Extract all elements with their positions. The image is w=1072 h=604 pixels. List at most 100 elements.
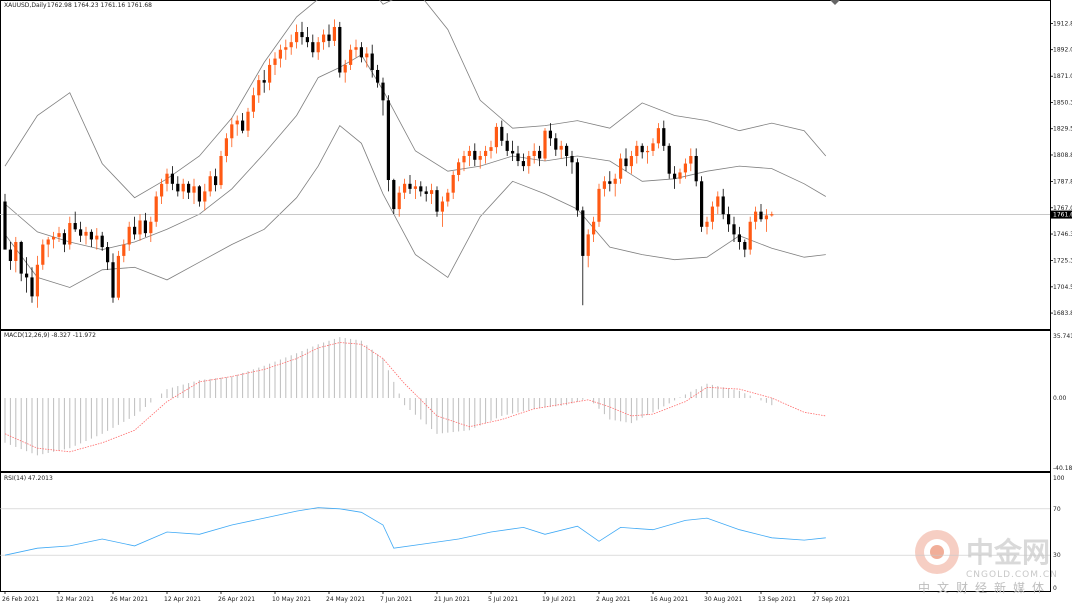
- candle-bull: [138, 220, 142, 235]
- candle-bull: [224, 138, 228, 156]
- candle-bear: [111, 262, 115, 298]
- candle-bear: [694, 155, 698, 182]
- candle-bear: [106, 247, 110, 263]
- candle-bull: [52, 236, 56, 240]
- candle-bear: [732, 224, 736, 235]
- price-tick-label: 1912.80: [1053, 20, 1072, 27]
- candle-bear: [170, 173, 174, 184]
- candle-bull: [203, 191, 207, 202]
- candle-bear: [8, 249, 12, 261]
- candle-bull: [343, 64, 347, 73]
- candle-bear: [143, 220, 147, 234]
- symbol-label: XAUUSD,Daily: [4, 2, 47, 9]
- candle-bull: [181, 183, 185, 192]
- watermark-logo: [915, 530, 959, 574]
- x-tick-label: 21 Jun 2021: [434, 596, 470, 603]
- rsi-tick-label: 70: [1053, 506, 1061, 513]
- candle-bull: [748, 221, 752, 250]
- candle-bull: [35, 264, 39, 297]
- watermark-subtitle: 中文财经新媒体: [918, 580, 1051, 595]
- candle-bear: [737, 234, 741, 242]
- candle-bull: [95, 235, 99, 240]
- candle-bull: [268, 64, 272, 83]
- candle-bear: [392, 180, 396, 210]
- candle-bull: [559, 145, 563, 150]
- price-tick-label: 1704.55: [1053, 284, 1072, 291]
- candle-bull: [457, 162, 461, 175]
- candle-bull: [770, 214, 774, 216]
- candle-bear: [473, 150, 477, 160]
- candle-bull: [14, 241, 18, 261]
- x-tick-label: 16 Aug 2021: [650, 596, 689, 603]
- x-tick-label: 13 Sep 2021: [758, 596, 796, 603]
- price-tick-label: 1850.30: [1053, 99, 1072, 106]
- current-price-label: 1761.68: [1053, 212, 1072, 219]
- candle-bull: [116, 255, 120, 298]
- candle-bull: [440, 201, 444, 212]
- candle-bear: [581, 210, 585, 256]
- candle-bull: [257, 80, 261, 96]
- candle-bull: [365, 53, 369, 58]
- candle-bull: [651, 143, 655, 151]
- candle-bull: [316, 42, 320, 53]
- price-tick-label: 1871.05: [1053, 73, 1072, 80]
- candle-bear: [176, 183, 180, 192]
- candle-bull: [446, 192, 450, 202]
- candle-bull: [278, 49, 282, 59]
- candle-bear: [25, 273, 29, 278]
- candle-bear: [624, 158, 628, 167]
- candle-bear: [408, 183, 412, 189]
- bollinger-upper-band: [4, 0, 827, 199]
- candle-bear: [386, 100, 390, 181]
- x-tick-label: 26 Apr 2021: [218, 596, 255, 603]
- candle-bear: [662, 128, 666, 146]
- candle-bear: [548, 130, 552, 139]
- macd-signal-line: [4, 342, 826, 453]
- candle-bull: [619, 158, 623, 179]
- candle-bear: [721, 196, 725, 215]
- candle-bull: [332, 26, 336, 41]
- candle-bull: [41, 244, 45, 265]
- candle-bull: [602, 181, 606, 189]
- candle-bear: [214, 176, 218, 186]
- candle-bear: [338, 26, 342, 73]
- candle-bear: [759, 211, 763, 220]
- candle-bear: [424, 191, 428, 194]
- candle-bear: [511, 150, 515, 154]
- candle-bear: [419, 186, 423, 192]
- rsi-pane-frame: [0, 472, 1051, 592]
- x-tick-label: 12 Mar 2021: [56, 596, 94, 603]
- candle-bull: [764, 215, 768, 220]
- price-tick-label: 1767.05: [1053, 205, 1072, 212]
- candle-bull: [754, 211, 758, 222]
- x-tick-label: 7 Jun 2021: [380, 596, 412, 603]
- candle-bull: [127, 226, 131, 245]
- candle-bull: [322, 34, 326, 43]
- macd-pane-frame: [0, 330, 1051, 472]
- candle-bull: [629, 155, 633, 167]
- candle-bear: [640, 145, 644, 153]
- candle-bear: [516, 153, 520, 162]
- macd-tick-label: 0.00: [1053, 395, 1067, 402]
- candle-bear: [381, 82, 385, 101]
- candle-bear: [197, 186, 201, 202]
- candle-bear: [673, 173, 677, 179]
- candle-bull: [489, 147, 493, 151]
- candle-bear: [500, 126, 504, 141]
- x-tick-label: 12 Apr 2021: [164, 596, 201, 603]
- rsi-line: [4, 507, 826, 556]
- price-tick-label: 1808.80: [1053, 152, 1072, 159]
- watermark-site: CNGOLD.COM.CN: [966, 570, 1058, 580]
- candle-bull: [484, 150, 488, 156]
- candle-bull: [349, 49, 353, 65]
- candle-bear: [575, 162, 579, 211]
- candle-bull: [462, 155, 466, 163]
- candle-bear: [79, 229, 83, 236]
- candle-bull: [165, 173, 169, 184]
- candle-bull: [284, 47, 288, 50]
- candle-bear: [538, 150, 542, 159]
- candle-bull: [586, 234, 590, 256]
- candle-bull: [430, 190, 434, 194]
- price-tick-label: 1746.30: [1053, 231, 1072, 238]
- candle-bear: [305, 37, 309, 43]
